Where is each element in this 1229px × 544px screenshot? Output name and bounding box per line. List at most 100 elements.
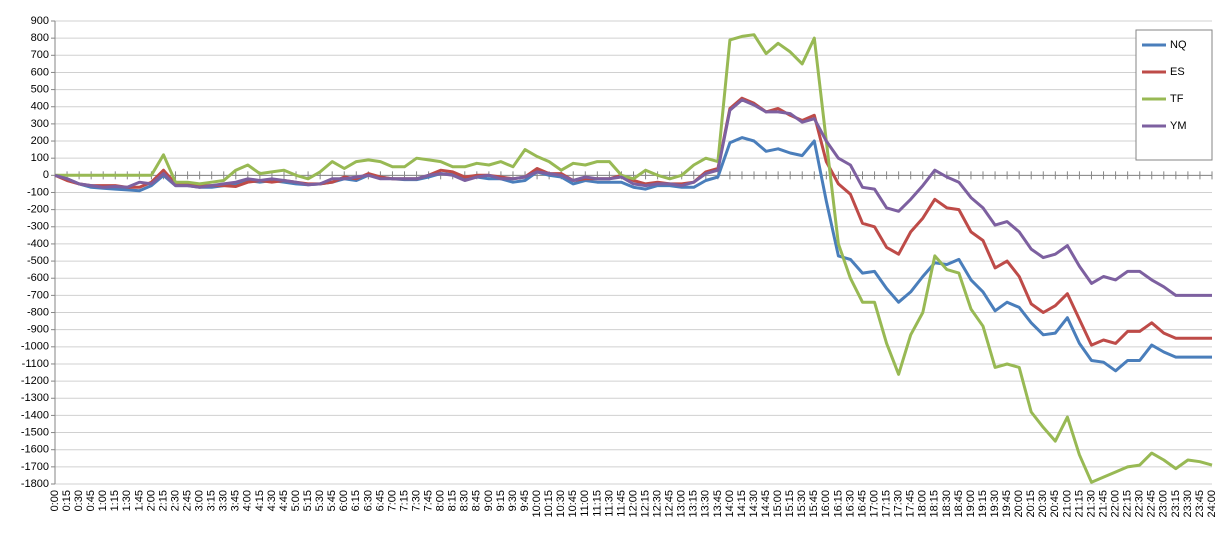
series-line <box>54 96 1212 347</box>
x-tick-label: 3:30 <box>218 490 230 511</box>
x-tick-label: 19:45 <box>1001 490 1013 518</box>
x-tick-label: 12:45 <box>664 490 676 518</box>
x-tick-label: 18:45 <box>953 490 965 518</box>
x-tick-label: 8:45 <box>471 490 483 511</box>
y-tick-label: -1500 <box>21 426 49 438</box>
y-tick-label: 200 <box>31 135 49 147</box>
y-tick-label: -1200 <box>21 375 49 387</box>
x-tick-label: 5:00 <box>290 490 302 511</box>
x-tick-label: 20:00 <box>1013 490 1025 518</box>
x-tick-label: 24:00 <box>1206 490 1218 518</box>
x-tick-label: 15:15 <box>784 490 796 518</box>
y-tick-label: -1100 <box>22 358 49 370</box>
y-tick-label: 600 <box>31 66 49 78</box>
x-tick-label: 15:00 <box>772 490 784 518</box>
x-tick-label: 3:15 <box>206 490 218 511</box>
x-tick-label: 13:15 <box>688 490 700 518</box>
y-tick-label: -1000 <box>21 341 49 353</box>
x-tick-label: 7:45 <box>423 490 435 511</box>
x-tick-label: 11:00 <box>579 490 591 517</box>
x-tick-label: 4:15 <box>254 490 266 511</box>
x-tick-label: 13:30 <box>700 490 712 518</box>
x-tick-label: 7:15 <box>398 490 410 511</box>
x-tick-label: 21:00 <box>1061 490 1073 518</box>
x-tick-label: 17:30 <box>893 490 905 518</box>
y-tick-label: -300 <box>27 221 49 233</box>
x-tick-label: 18:30 <box>941 490 953 518</box>
x-tick-label: 6:15 <box>350 490 362 511</box>
x-tick-label: 2:15 <box>157 490 169 511</box>
x-tick-label: 2:00 <box>145 490 157 511</box>
x-tick-label: 1:45 <box>133 490 145 511</box>
x-tick-label: 11:15 <box>591 490 603 517</box>
y-tick-label: -700 <box>27 289 49 301</box>
x-tick-label: 10:15 <box>543 490 555 518</box>
series-line <box>54 98 1212 297</box>
x-tick-label: 23:15 <box>1170 490 1182 518</box>
y-tick-label: 900 <box>31 15 49 27</box>
legend: NQ ES TF YM <box>1135 29 1213 161</box>
x-tick-label: 16:45 <box>856 490 868 518</box>
x-tick-label: 10:00 <box>531 490 543 518</box>
x-tick-label: 19:30 <box>989 490 1001 518</box>
y-tick-label: 500 <box>31 83 49 95</box>
y-tick-label: 700 <box>31 49 49 61</box>
y-tick-label: 400 <box>31 101 49 113</box>
y-tick-label: -100 <box>27 186 49 198</box>
x-tick-label: 20:45 <box>1049 490 1061 518</box>
x-tick-label: 16:00 <box>820 490 832 518</box>
x-tick-label: 3:45 <box>230 490 242 511</box>
x-tick-label: 6:30 <box>362 490 374 511</box>
x-tick-label: 17:00 <box>868 490 880 518</box>
y-tick-label: 100 <box>31 152 49 164</box>
x-tick-label: 12:15 <box>639 490 651 518</box>
x-tick-label: 0:00 <box>49 490 61 511</box>
x-tick-label: 10:30 <box>555 490 567 518</box>
y-tick-label: -900 <box>27 324 49 336</box>
legend-label: YM <box>1170 120 1187 132</box>
series-line <box>54 136 1212 373</box>
x-tick-label: 21:15 <box>1073 490 1085 518</box>
legend-label: TF <box>1170 93 1184 105</box>
y-tick-label: 300 <box>31 118 49 130</box>
x-tick-label: 16:15 <box>832 490 844 518</box>
x-tick-label: 17:15 <box>881 490 893 518</box>
x-tick-label: 0:15 <box>61 490 73 511</box>
legend-label: ES <box>1170 66 1185 78</box>
x-tick-label: 4:30 <box>266 490 278 511</box>
x-tick-label: 1:00 <box>97 490 109 511</box>
x-tick-label: 4:45 <box>278 490 290 511</box>
x-tick-label: 11:30 <box>603 490 615 517</box>
y-tick-label: -1700 <box>21 461 49 473</box>
x-tick-label: 6:45 <box>374 490 386 511</box>
x-tick-label: 2:30 <box>169 490 181 511</box>
x-tick-label: 16:30 <box>844 490 856 518</box>
x-tick-label: 20:30 <box>1037 490 1049 518</box>
x-tick-label: 7:30 <box>410 490 422 511</box>
y-tick-label: -1400 <box>21 409 49 421</box>
y-tick-label: 0 <box>43 169 49 181</box>
y-tick-label: 800 <box>31 32 49 44</box>
x-tick-label: 8:00 <box>435 490 447 511</box>
x-tick-label: 1:15 <box>109 490 121 511</box>
x-tick-label: 14:15 <box>736 490 748 518</box>
legend-box <box>1135 29 1213 161</box>
x-tick-label: 6:00 <box>338 490 350 511</box>
x-tick-label: 22:00 <box>1109 490 1121 518</box>
x-tick-label: 5:15 <box>302 490 314 511</box>
x-tick-label: 23:00 <box>1158 490 1170 518</box>
y-tick-label: -800 <box>27 306 49 318</box>
x-tick-label: 1:30 <box>121 490 133 511</box>
x-tick-label: 21:30 <box>1085 490 1097 518</box>
x-tick-label: 13:00 <box>676 490 688 518</box>
x-tick-label: 12:00 <box>627 490 639 518</box>
x-tick-label: 19:00 <box>965 490 977 518</box>
x-tick-label: 2:45 <box>181 490 193 511</box>
x-tick-label: 23:45 <box>1194 490 1206 518</box>
y-tick-label: -1300 <box>21 392 49 404</box>
x-tick-label: 9:00 <box>483 490 495 511</box>
x-tick-label: 14:00 <box>724 490 736 518</box>
x-tick-label: 17:45 <box>905 490 917 518</box>
x-tick-label: 4:00 <box>242 490 254 511</box>
